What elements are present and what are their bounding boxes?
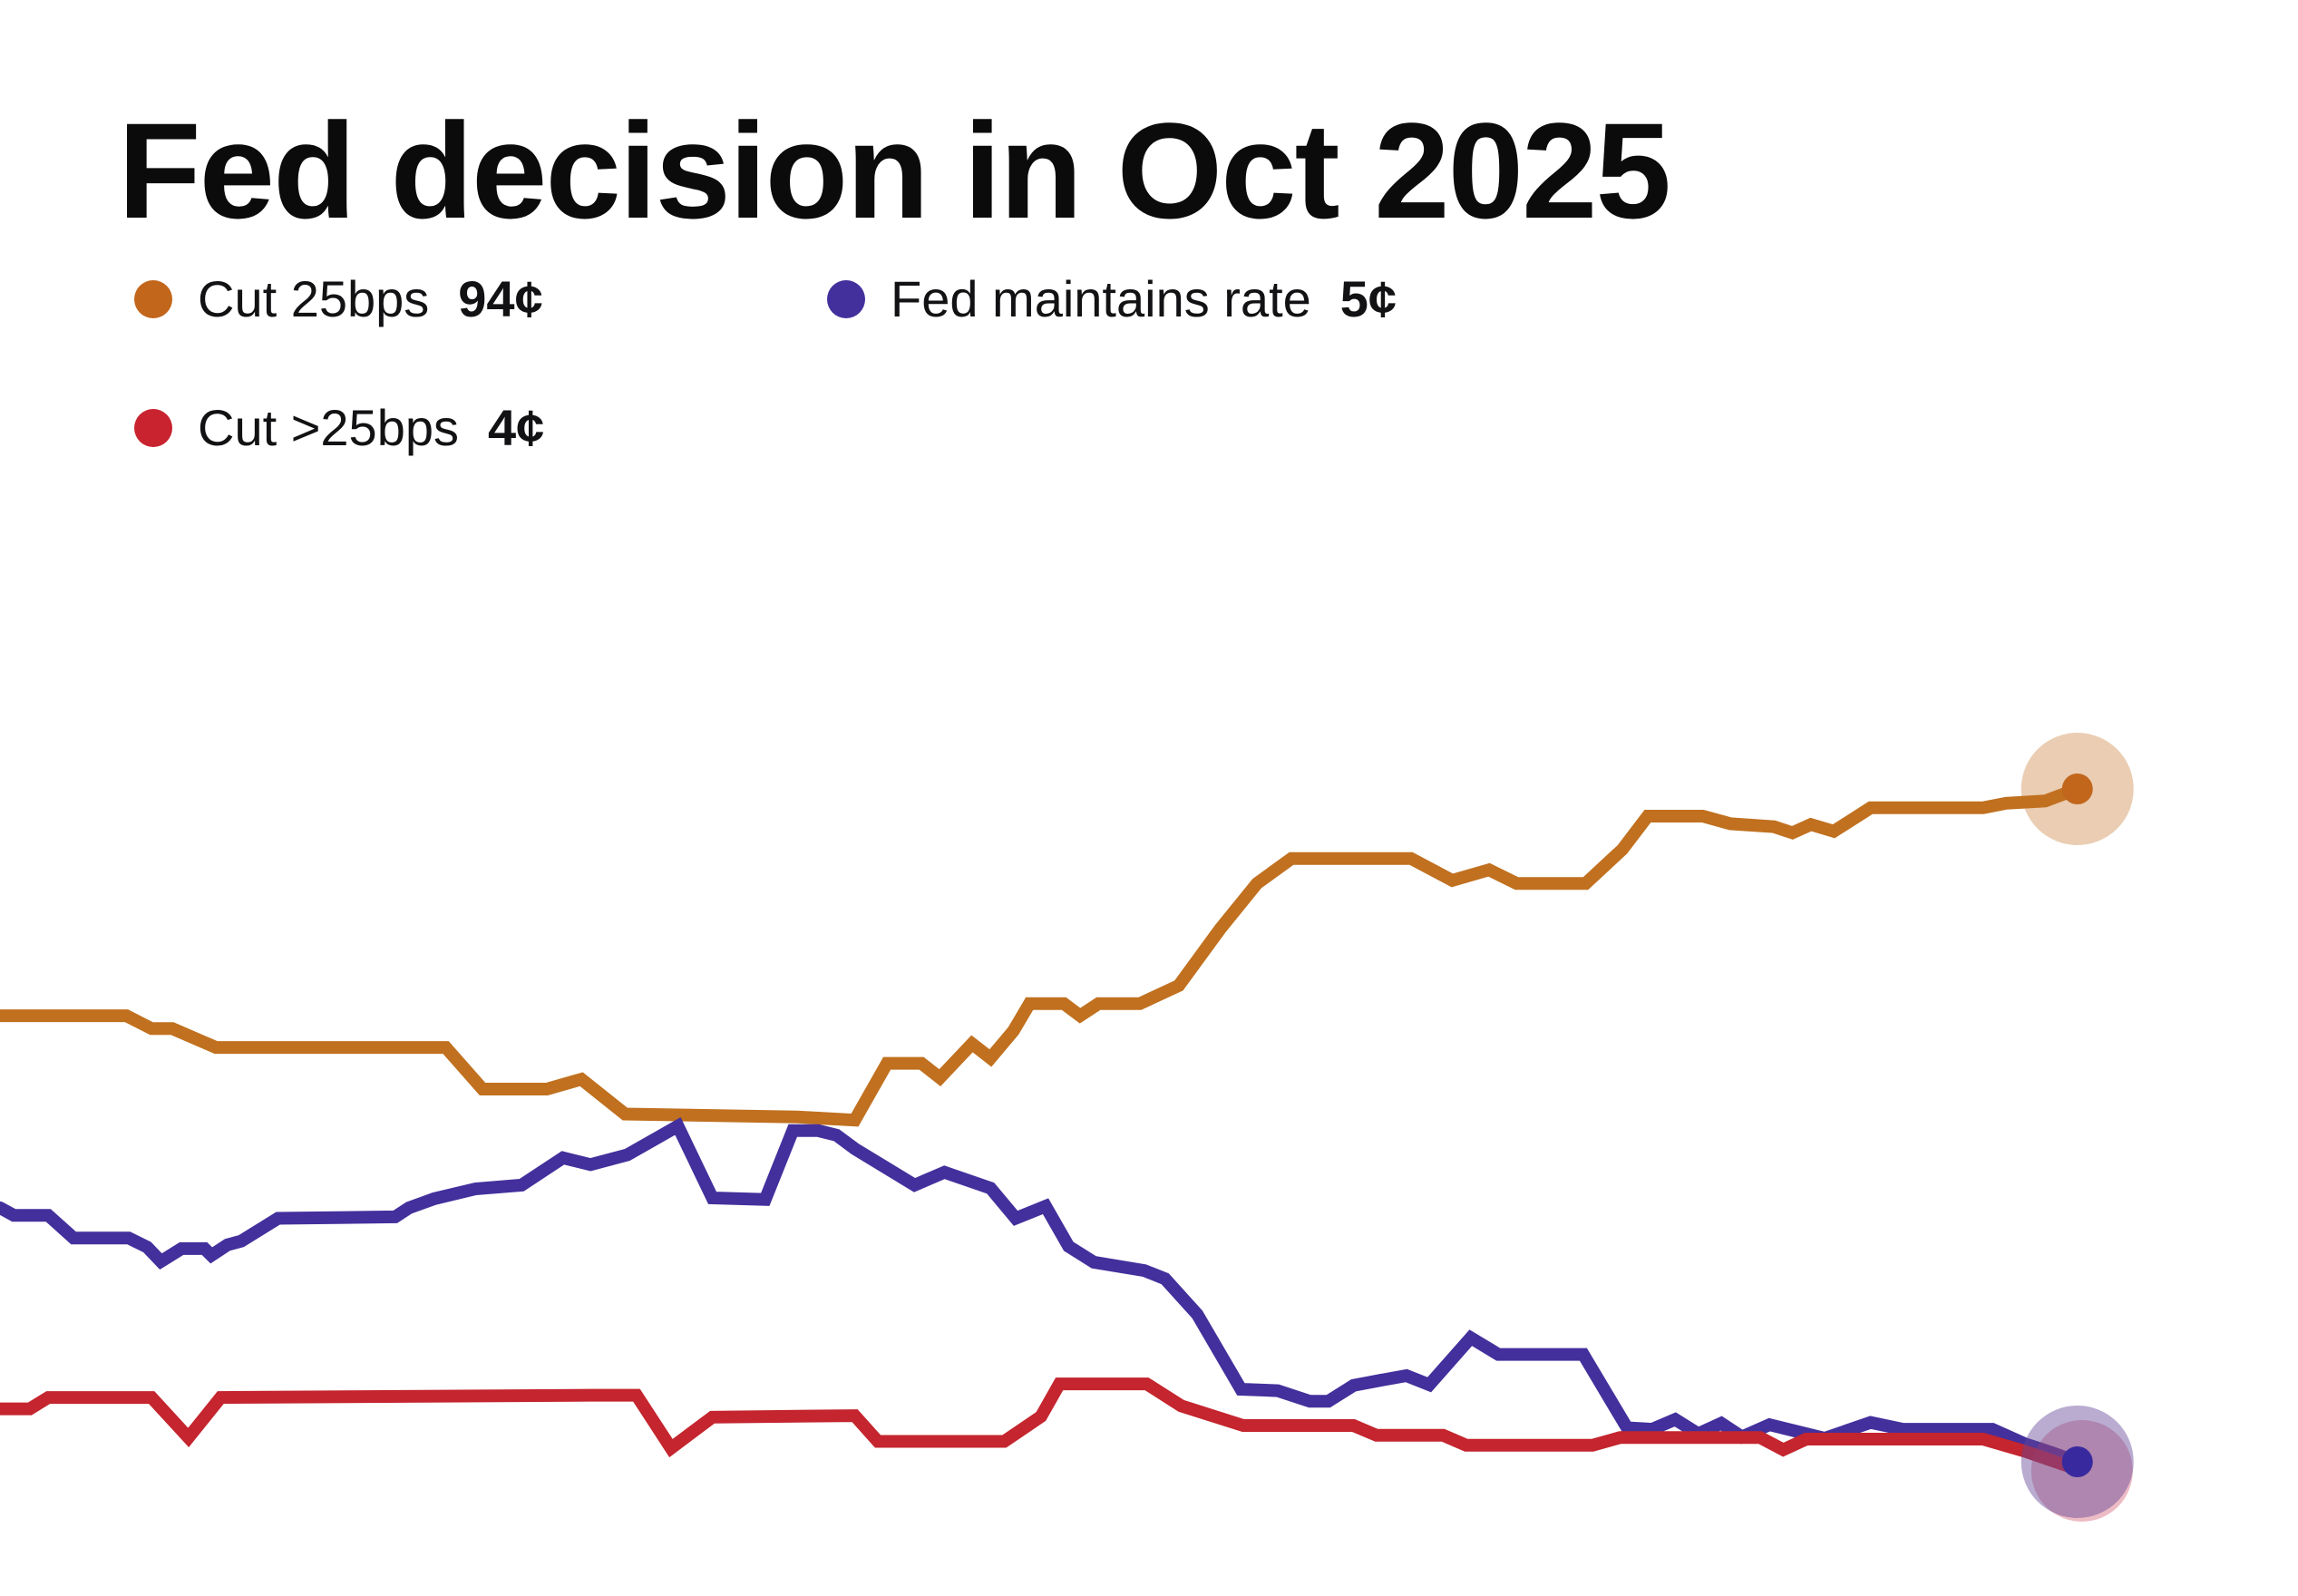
legend-price: 4¢ xyxy=(487,399,545,456)
legend-price: 5¢ xyxy=(1339,270,1397,327)
legend-label: Cut 25bps xyxy=(198,270,430,327)
legend-item-fed-maintains-rate[interactable]: Fed maintains rate 5¢ xyxy=(827,272,1397,326)
legend-label: Cut >25bps xyxy=(198,399,459,456)
series-line-fed-maintains-rate[interactable] xyxy=(0,1117,2084,1468)
legend-label: Fed maintains rate xyxy=(891,270,1311,327)
legend-item-cut-25bps[interactable]: Cut 25bps 94¢ xyxy=(134,272,543,326)
series-line-cut-25bps[interactable] xyxy=(0,783,2084,1127)
series-line-cut-25bps[interactable] xyxy=(0,1377,2084,1476)
legend-dot-fed-maintains-icon xyxy=(827,280,865,318)
legend-price: 94¢ xyxy=(458,270,543,327)
page-title: Fed decision in Oct 2025 xyxy=(118,93,1671,247)
legend-item-cut-gt-25bps[interactable]: Cut >25bps 4¢ xyxy=(134,401,544,455)
legend-dot-cut-25bps-icon xyxy=(134,280,172,318)
endpoint-dot[interactable] xyxy=(2061,774,2093,804)
legend-dot-cut-gt-25bps-icon xyxy=(134,409,172,447)
endpoint-dot[interactable] xyxy=(2061,1445,2093,1477)
